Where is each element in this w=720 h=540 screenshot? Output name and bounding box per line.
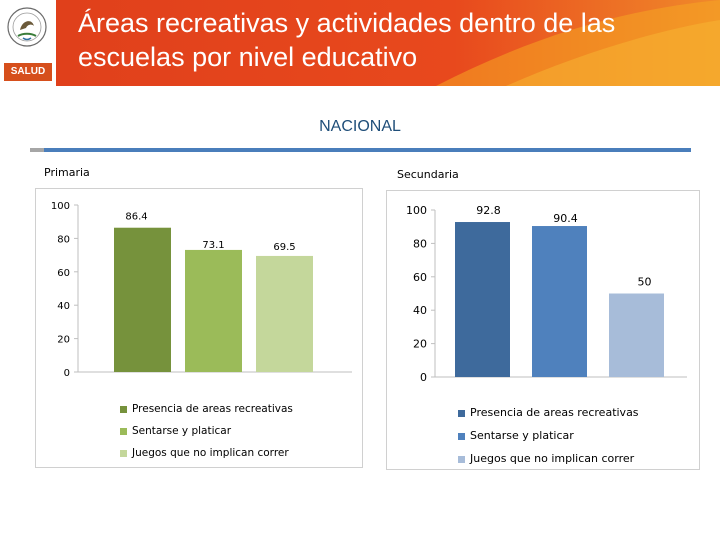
secundaria-tick-label: 20	[413, 338, 427, 351]
primaria-bar-2	[185, 249, 242, 372]
chart-secundaria: 100 80 60 40 20 0 92.8 90.4 50 Presencia de areas…	[386, 190, 700, 470]
secundaria-data-label-2: 90.4	[553, 212, 578, 225]
primaria-legend-label-3: Juegos que no implican correr	[131, 447, 289, 459]
secundaria-tick-label: 80	[413, 237, 427, 250]
chart-title-primaria: Primaria	[44, 166, 90, 179]
header-band	[56, 0, 720, 86]
secundaria-data-label-1: 92.8	[476, 204, 501, 217]
primaria-legend-swatch-3	[120, 450, 127, 457]
page-title: Áreas recreativas y actividades dentro d…	[78, 8, 616, 72]
primaria-legend-swatch-2	[120, 428, 127, 435]
secundaria-data-label-3: 50	[638, 276, 652, 289]
secundaria-bar-1	[455, 222, 510, 377]
primaria-tick-label: 60	[57, 268, 70, 279]
section-subtitle: NACIONAL	[319, 118, 401, 135]
primaria-bar-3	[256, 255, 313, 372]
divider	[30, 148, 691, 152]
secundaria-tick-label: 40	[413, 304, 427, 317]
secundaria-legend-swatch-1	[458, 410, 465, 417]
primaria-tick-label: 0	[64, 368, 70, 379]
primaria-bar-1	[114, 227, 171, 372]
primaria-data-label-2: 73.1	[202, 240, 224, 251]
primaria-tick-label: 100	[51, 201, 70, 212]
secundaria-tick-label: 60	[413, 271, 427, 284]
secundaria-bar-3	[609, 293, 664, 377]
secundaria-tick-label: 0	[420, 371, 427, 384]
primaria-tick-label: 40	[57, 301, 70, 312]
divider-accent	[30, 148, 44, 152]
secundaria-legend-label-3: Juegos que no implican correr	[469, 452, 635, 465]
secundaria-tick-label: 100	[406, 204, 427, 217]
logo-label-background	[4, 63, 52, 81]
chart-primaria: 100 80 60 40 20 0 86.4 73.1 69.5 Presencia de are…	[35, 188, 363, 468]
primaria-tick-label: 80	[57, 234, 70, 245]
primaria-data-label-3: 69.5	[273, 242, 295, 253]
header-background	[56, 0, 720, 86]
primaria-legend-label-2: Sentarse y platicar	[132, 425, 232, 437]
primaria-legend-swatch-1	[120, 406, 127, 413]
secundaria-legend-label-1: Presencia de areas recreativas	[470, 406, 639, 419]
primaria-tick-label: 20	[57, 335, 70, 346]
secundaria-legend-swatch-3	[458, 456, 465, 463]
secundaria-legend-label-2: Sentarse y platicar	[470, 429, 574, 442]
primaria-data-label-1: 86.4	[125, 212, 147, 223]
mexico-emblem-icon	[7, 7, 47, 47]
secundaria-bar-2	[532, 226, 587, 377]
chart-primaria-svg: 100 80 60 40 20 0 86.4 73.1 69.5 Presencia de are…	[51, 201, 352, 459]
logo-label: SALUD	[10, 66, 46, 77]
header: SALUD Áreas recreativas y actividades de…	[0, 0, 720, 86]
logo: SALUD	[0, 0, 56, 86]
chart-title-secundaria: Secundaria	[397, 168, 459, 181]
chart-secundaria-svg: 100 80 60 40 20 0 92.8 90.4 50 Presencia de areas…	[406, 204, 687, 465]
secundaria-legend-swatch-2	[458, 433, 465, 440]
primaria-legend-label-1: Presencia de areas recreativas	[132, 403, 293, 415]
